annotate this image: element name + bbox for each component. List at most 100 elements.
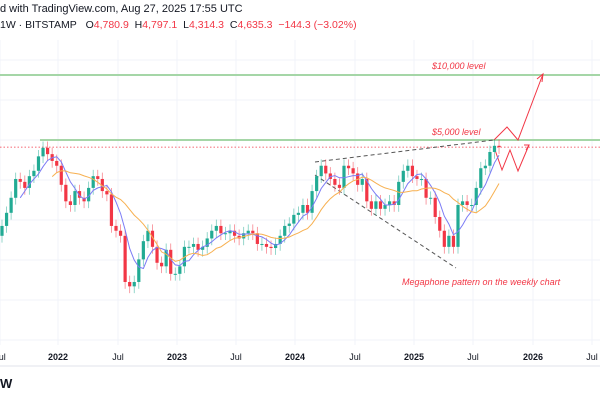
close-label: C (229, 19, 238, 31)
candle-body (401, 170, 405, 182)
candle-body (296, 212, 300, 215)
candle-body (383, 205, 387, 209)
candle-body (114, 225, 118, 231)
time-axis[interactable]: Jul 2022 Jul 2023 Jul 2024 Jul 2025 Jul 2026 Jul (0, 352, 598, 362)
annotation-labels: $10,000 level $5,000 level Megaphone pat… (402, 61, 561, 287)
candle-body (351, 168, 355, 174)
open-value: 4,780.9 (93, 19, 129, 31)
published-caption: d with TradingView.com, Aug 27, 2025 17:… (0, 3, 243, 15)
candle-body (59, 165, 63, 185)
candle-body (55, 160, 59, 166)
bullish-path-arrow (493, 73, 544, 141)
candle-body (451, 235, 456, 247)
candle-body (242, 233, 246, 239)
symbol-label: 1W · BITSTAMP (0, 19, 77, 31)
candle-body (337, 184, 342, 188)
candle-body (369, 201, 373, 209)
candle-body (196, 243, 200, 250)
candle-body (292, 214, 296, 224)
candle-body (210, 230, 214, 239)
candle-body (442, 230, 446, 247)
candle-body (456, 205, 460, 247)
candle-body (187, 246, 191, 248)
open-label: O (85, 19, 94, 31)
candle-body (392, 201, 396, 205)
high-value: 4,797.1 (142, 19, 178, 31)
candle-body (246, 230, 250, 234)
candle-body (105, 191, 109, 195)
candle-body (438, 216, 442, 231)
candle-body (123, 235, 127, 282)
candle-body (388, 201, 392, 205)
candle-body (333, 178, 337, 185)
candle-body (260, 243, 264, 245)
low-value: 4,314.3 (188, 19, 225, 31)
candle-body (96, 176, 100, 179)
price-chart[interactable]: $10,000 level $5,000 level Megaphone pat… (0, 0, 600, 370)
x-tick-label: Jul (0, 352, 6, 362)
x-tick-label: Jul (467, 352, 479, 362)
candle-body (23, 181, 27, 188)
candle-body (460, 201, 465, 205)
candle-body (9, 197, 13, 213)
arrowhead-icon (524, 144, 530, 151)
candle-body (178, 266, 182, 274)
annotations (0, 72, 600, 269)
x-tick-label: 2025 (404, 352, 424, 362)
slow-ma-line (51, 170, 500, 262)
candle-body (474, 187, 478, 205)
candle-body (410, 165, 414, 177)
candle-body (397, 181, 401, 205)
candle-body (419, 178, 424, 180)
candle-body (182, 246, 186, 267)
candle-body (150, 230, 155, 247)
candle-body (77, 191, 82, 198)
candle-body (169, 249, 173, 274)
x-tick-label: Jul (112, 352, 124, 362)
candle-body (160, 262, 164, 267)
candle-body (191, 243, 196, 247)
x-tick-label: Jul (349, 352, 361, 362)
candle-body (141, 241, 145, 260)
candle-body (87, 187, 91, 202)
candle-body (346, 165, 351, 169)
candle-body (429, 197, 433, 199)
candle-body (301, 205, 305, 213)
candle-body (470, 205, 474, 206)
candle-body (342, 165, 346, 188)
high-label: H (134, 19, 143, 31)
candle-body (0, 225, 4, 236)
x-tick-label: 2022 (48, 352, 68, 362)
candle-body (305, 205, 310, 213)
candle-body (100, 178, 104, 192)
candle-body (497, 145, 501, 148)
arrowhead-icon (536, 72, 544, 83)
candle-body (219, 225, 223, 234)
candle-body (109, 194, 114, 226)
candle-body (91, 176, 95, 188)
x-tick-label: Jul (586, 352, 598, 362)
candle-body (319, 165, 323, 177)
candle-body (155, 246, 159, 263)
candle-body (324, 165, 328, 174)
candle-body (278, 235, 282, 244)
candle-body (310, 191, 314, 213)
candle-body (492, 145, 497, 152)
candle-body (433, 197, 437, 217)
candle-body (27, 176, 31, 188)
candle-body (483, 165, 487, 169)
megaphone-upper-line (314, 139, 495, 163)
candle-body (223, 233, 228, 235)
candle-body (415, 176, 419, 179)
x-tick-label: 2024 (285, 352, 305, 362)
candle-body (360, 178, 364, 185)
candle-body (251, 230, 255, 234)
candle-body (264, 243, 269, 247)
tradingview-logo: W (0, 376, 13, 391)
candle-body (374, 201, 378, 209)
candle-body (479, 168, 483, 188)
candle-body (269, 246, 273, 249)
megaphone-label: Megaphone pattern on the weekly chart (402, 277, 561, 287)
candles (0, 139, 501, 294)
candle-body (118, 230, 123, 236)
